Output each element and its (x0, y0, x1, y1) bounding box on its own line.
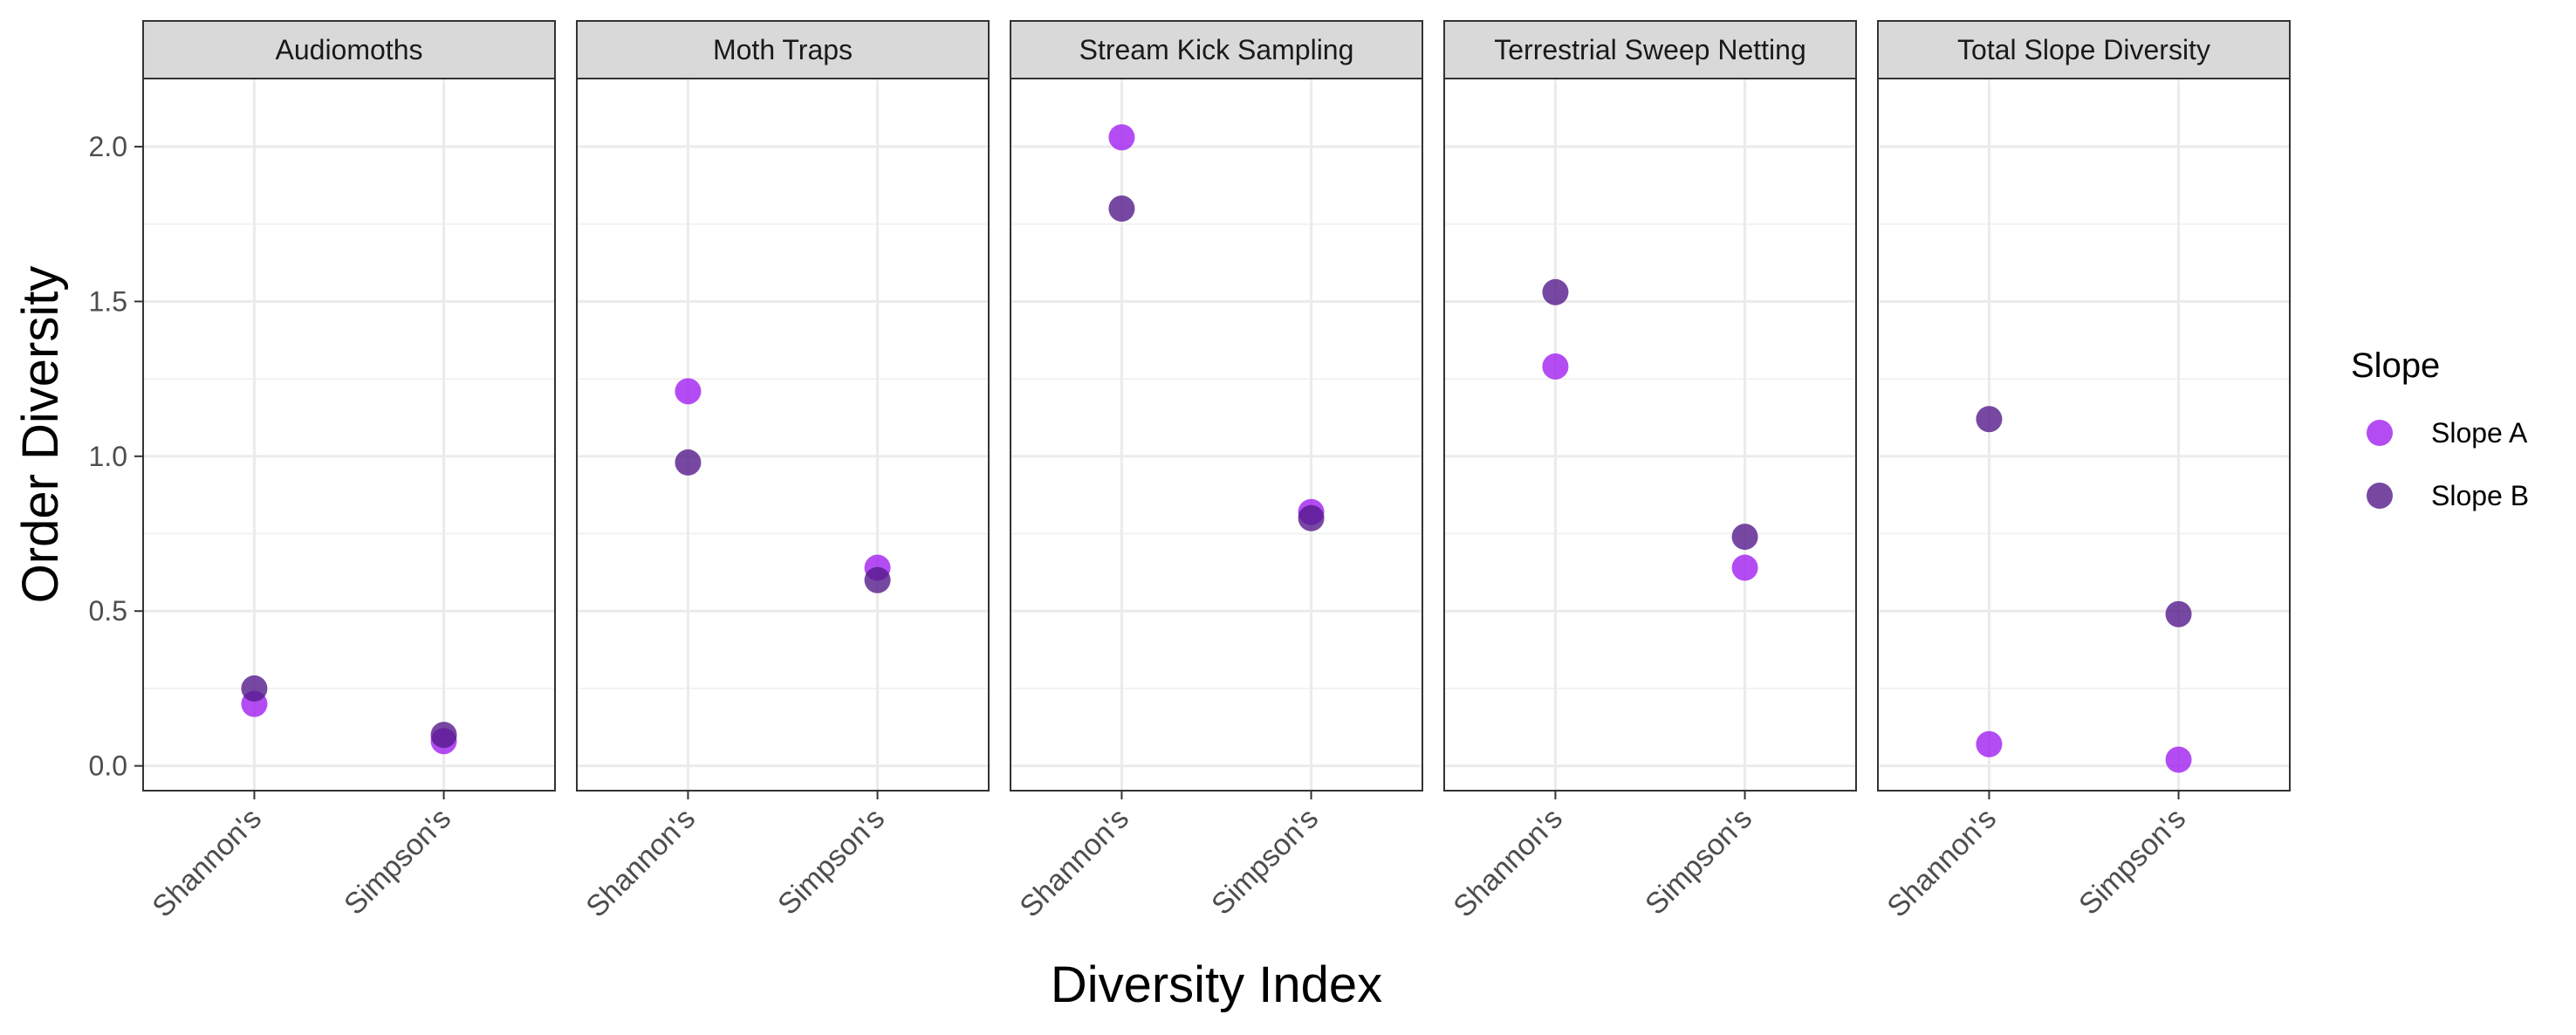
x-tick-label: Simpson's (1639, 802, 1758, 922)
data-point-slope-a (675, 378, 702, 405)
facet-label: Audiomoths (276, 34, 423, 65)
data-point-slope-b (1976, 406, 2003, 433)
y-tick-label: 1.5 (89, 285, 127, 317)
data-point-slope-b (241, 675, 268, 702)
facet-strip (142, 20, 556, 79)
y-axis-title: Order Diversity (12, 266, 69, 604)
legend-label: Slope A (2431, 417, 2528, 449)
facet-strip (576, 20, 990, 79)
data-point-slope-b (864, 566, 891, 593)
panel-border (142, 78, 556, 792)
y-tick-label: 2.0 (89, 131, 127, 162)
panel-border (576, 78, 990, 792)
x-tick-label: Simpson's (2072, 802, 2192, 922)
data-point-slope-b (1108, 195, 1135, 223)
facet-strip (1010, 20, 1423, 79)
data-point-slope-b (675, 449, 702, 476)
data-point-slope-b (1298, 504, 1325, 531)
data-point-slope-a (1731, 554, 1758, 581)
panel-border (1010, 78, 1423, 792)
x-tick-label: Shannon's (1013, 802, 1135, 924)
legend-title: Slope (2351, 346, 2440, 385)
legend-swatch (2367, 420, 2393, 446)
facet-label: Total Slope Diversity (1957, 34, 2210, 65)
x-tick-label: Shannon's (1447, 802, 1569, 924)
y-tick-label: 0.5 (89, 595, 127, 627)
facet-label: Moth Traps (713, 34, 853, 65)
x-tick-label: Simpson's (1205, 802, 1325, 922)
facet-label: Terrestrial Sweep Netting (1494, 34, 1805, 65)
data-point-slope-b (1731, 524, 1758, 551)
data-point-slope-a (1976, 730, 2003, 757)
x-tick-label: Shannon's (146, 802, 268, 924)
data-point-slope-b (430, 722, 457, 749)
y-tick-label: 0.0 (89, 751, 127, 782)
x-tick-label: Shannon's (1881, 802, 2003, 924)
facet-strip (1443, 20, 1857, 79)
x-axis-title: Diversity Index (1051, 956, 1382, 1013)
data-point-slope-a (1542, 353, 1569, 380)
legend-swatch (2367, 483, 2393, 509)
facet-label: Stream Kick Sampling (1079, 34, 1354, 65)
data-point-slope-a (1108, 124, 1135, 151)
data-point-slope-b (2165, 600, 2192, 627)
data-point-slope-a (2165, 746, 2192, 773)
facet-strip (1877, 20, 2291, 79)
y-tick-label: 1.0 (89, 441, 127, 472)
x-tick-label: Simpson's (338, 802, 457, 922)
panel-border (1443, 78, 1857, 792)
data-point-slope-b (1542, 278, 1569, 305)
x-tick-label: Simpson's (771, 802, 891, 922)
panel-border (1877, 78, 2291, 792)
legend-label: Slope B (2431, 480, 2529, 511)
x-tick-label: Shannon's (579, 802, 702, 924)
